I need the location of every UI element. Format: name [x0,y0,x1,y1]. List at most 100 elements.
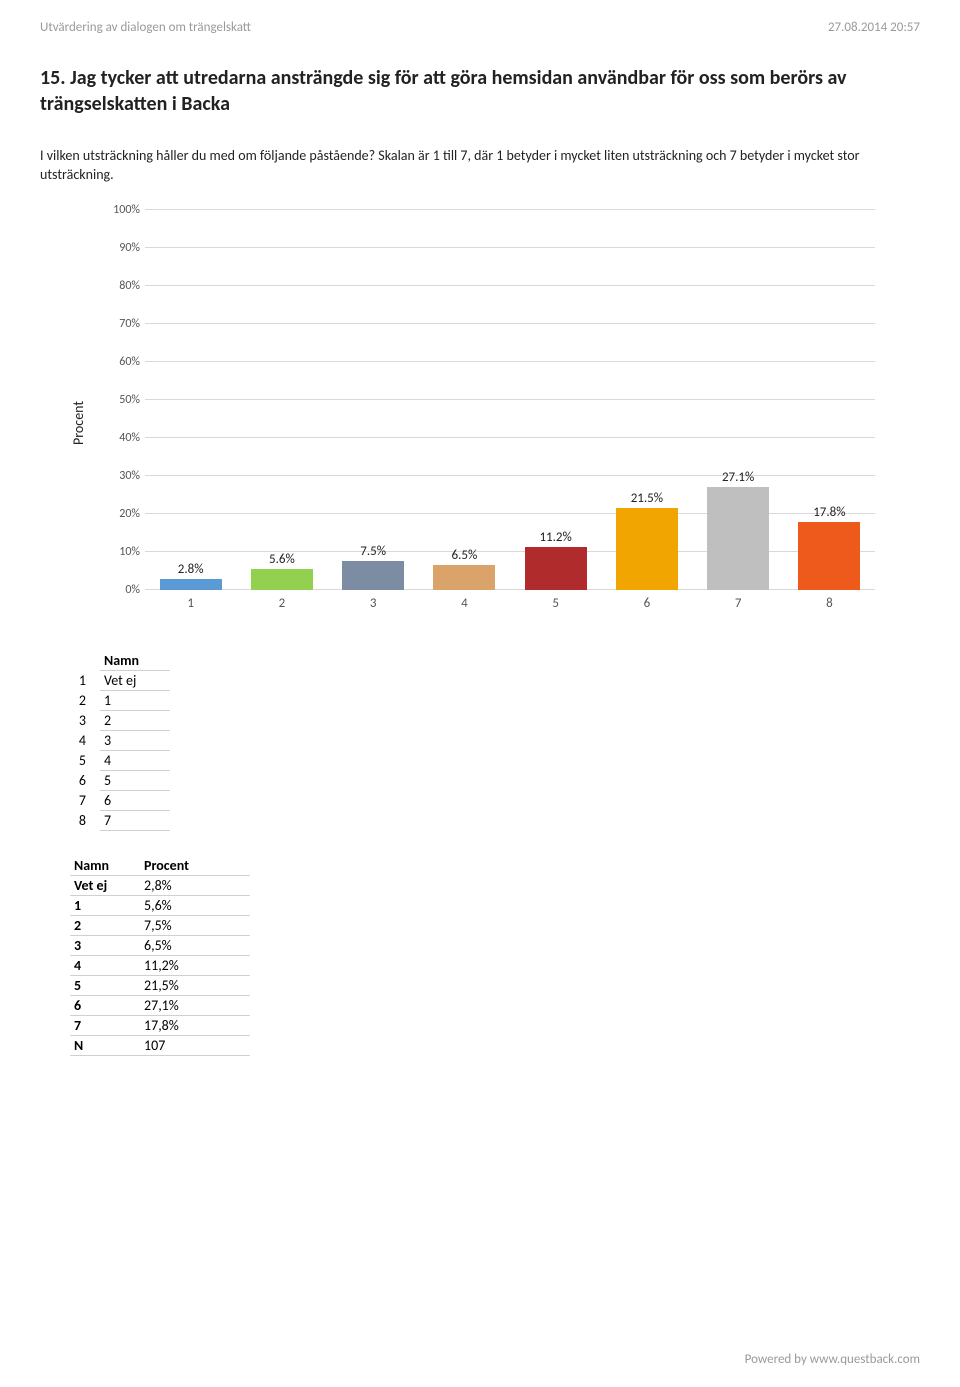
bar [251,569,313,590]
results-name-cell: Vet ej [70,875,140,895]
legend-idx-cell: 5 [70,750,100,770]
bar-value-label: 5.6% [269,552,295,567]
bar-group: 2.8% [145,210,236,590]
bar-group: 7.5% [328,210,419,590]
table-row: Vet ej2,8% [70,875,250,895]
legend-name-cell: 2 [100,710,170,730]
bar-value-label: 11.2% [539,530,571,545]
bar-group: 27.1% [693,210,784,590]
legend-name-cell: 5 [100,770,170,790]
results-name-cell: N [70,1035,140,1055]
results-pct-cell: 6,5% [140,935,250,955]
x-axis: 12345678 [145,590,875,611]
question-title: 15. Jag tycker att utredarna ansträngde … [40,65,920,117]
x-tick-label: 3 [328,590,419,611]
legend-idx-cell: 8 [70,810,100,830]
table-row: 21 [70,690,170,710]
table-row: 65 [70,770,170,790]
legend-header-idx [70,651,100,671]
question-description: I vilken utsträckning håller du med om f… [40,147,920,185]
legend-name-cell: 1 [100,690,170,710]
legend-header-name: Namn [100,651,170,671]
results-name-cell: 7 [70,1015,140,1035]
results-table: Namn Procent Vet ej2,8%15,6%27,5%36,5%41… [70,856,250,1056]
legend-idx-cell: 7 [70,790,100,810]
table-row: 27,5% [70,915,250,935]
table-row: 627,1% [70,995,250,1015]
results-name-cell: 6 [70,995,140,1015]
table-row: 15,6% [70,895,250,915]
results-pct-cell: 21,5% [140,975,250,995]
results-pct-cell: 5,6% [140,895,250,915]
table-row: 76 [70,790,170,810]
results-pct-cell: 107 [140,1035,250,1055]
footer-text: Powered by www.questback.com [745,1352,920,1367]
legend-name-cell: 6 [100,790,170,810]
y-tick-label: 100% [95,203,140,217]
bar [160,579,222,590]
bar-group: 17.8% [784,210,875,590]
bar-group: 21.5% [601,210,692,590]
table-row: 43 [70,730,170,750]
table-row: 36,5% [70,935,250,955]
table-row: 32 [70,710,170,730]
results-name-cell: 2 [70,915,140,935]
table-row: 87 [70,810,170,830]
y-tick-label: 0% [95,583,140,597]
bar [342,561,404,590]
legend-idx-cell: 4 [70,730,100,750]
bar-group: 11.2% [510,210,601,590]
results-pct-cell: 17,8% [140,1015,250,1035]
results-pct-cell: 27,1% [140,995,250,1015]
bar [798,522,860,590]
y-tick-label: 50% [95,393,140,407]
bar-value-label: 6.5% [451,548,477,563]
x-tick-label: 7 [693,590,784,611]
results-name-cell: 3 [70,935,140,955]
legend-idx-cell: 2 [70,690,100,710]
table-row: N107 [70,1035,250,1055]
y-tick-label: 10% [95,545,140,559]
x-tick-label: 2 [236,590,327,611]
x-tick-label: 6 [601,590,692,611]
y-tick-label: 60% [95,355,140,369]
legend-idx-cell: 3 [70,710,100,730]
x-tick-label: 4 [419,590,510,611]
bar-value-label: 27.1% [722,470,754,485]
y-axis-label: Procent [70,210,87,611]
results-pct-cell: 7,5% [140,915,250,935]
legend-name-cell: 7 [100,810,170,830]
legend-name-cell: 4 [100,750,170,770]
legend-table: Namn 1Vet ej21324354657687 [70,651,170,831]
y-tick-label: 20% [95,507,140,521]
legend-idx-cell: 1 [70,670,100,690]
table-row: 54 [70,750,170,770]
results-header-pct: Procent [140,856,250,876]
results-pct-cell: 2,8% [140,875,250,895]
x-tick-label: 1 [145,590,236,611]
legend-name-cell: Vet ej [100,670,170,690]
results-name-cell: 5 [70,975,140,995]
table-row: 717,8% [70,1015,250,1035]
legend-name-cell: 3 [100,730,170,750]
bar-value-label: 7.5% [360,544,386,559]
bar-value-label: 21.5% [631,491,663,506]
y-tick-label: 40% [95,431,140,445]
results-name-cell: 4 [70,955,140,975]
bar-value-label: 2.8% [178,562,204,577]
y-tick-label: 70% [95,317,140,331]
header-left: Utvärdering av dialogen om trängelskatt [40,20,251,35]
question-text: Jag tycker att utredarna ansträngde sig … [40,66,847,116]
y-tick-label: 90% [95,241,140,255]
chart-container: Procent 0%10%20%30%40%50%60%70%80%90%100… [70,210,920,611]
question-number: 15. [40,66,66,90]
y-tick-label: 80% [95,279,140,293]
results-name-cell: 1 [70,895,140,915]
bar [707,487,769,590]
y-tick-label: 30% [95,469,140,483]
x-tick-label: 8 [784,590,875,611]
header-right: 27.08.2014 20:57 [828,20,920,35]
results-pct-cell: 11,2% [140,955,250,975]
table-row: 1Vet ej [70,670,170,690]
bar-value-label: 17.8% [813,505,845,520]
